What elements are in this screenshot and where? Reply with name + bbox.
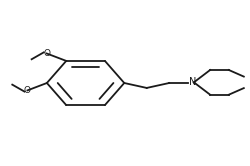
Text: N: N bbox=[188, 77, 195, 87]
Text: O: O bbox=[43, 49, 50, 58]
Text: O: O bbox=[24, 86, 31, 95]
